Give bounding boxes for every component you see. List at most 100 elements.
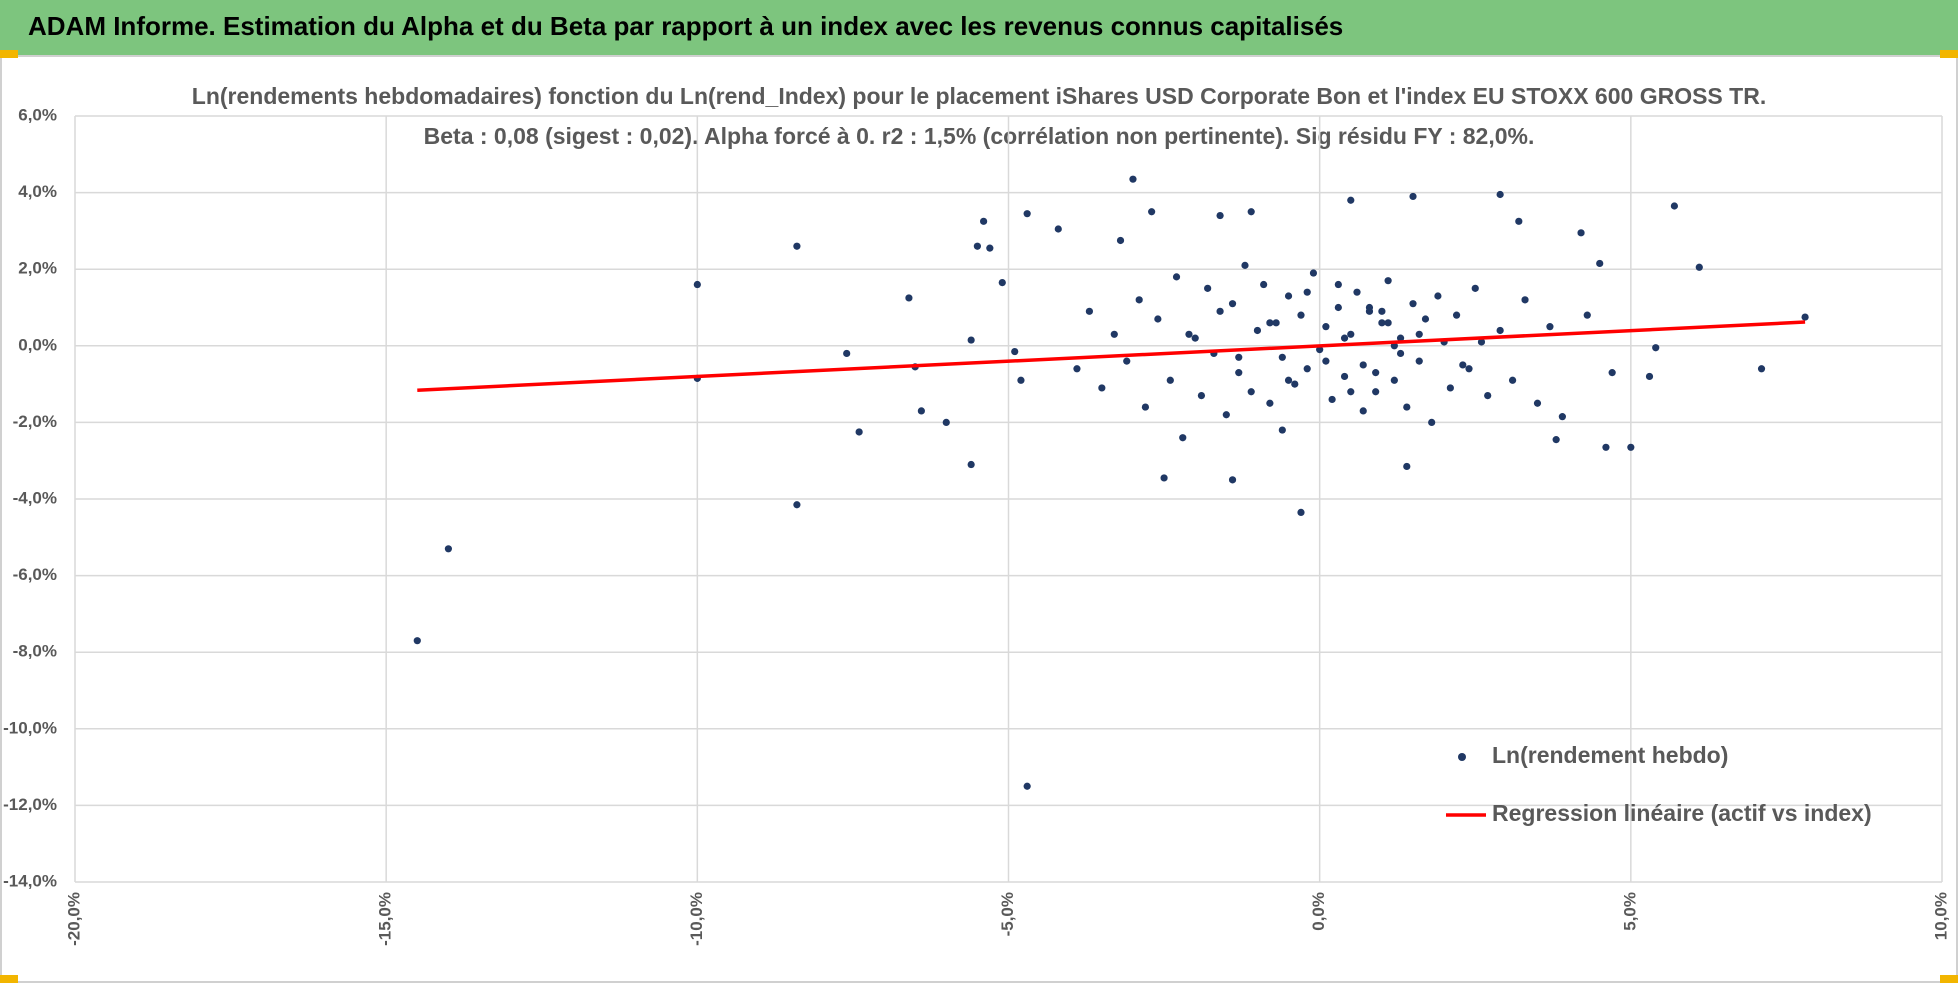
data-point <box>1303 288 1311 296</box>
data-point <box>1172 273 1181 281</box>
data-point <box>1477 338 1486 346</box>
data-point <box>942 418 950 426</box>
data-point <box>1222 411 1230 419</box>
data-point <box>1396 349 1405 358</box>
data-point <box>1023 782 1031 790</box>
x-tick-label: 5,0% <box>1620 892 1639 931</box>
data-point <box>1340 334 1349 342</box>
data-point <box>1533 399 1542 407</box>
corner-mark <box>1940 50 1958 58</box>
data-point <box>1297 311 1305 319</box>
data-point <box>1608 369 1616 377</box>
data-point <box>855 428 863 436</box>
data-point <box>967 336 975 344</box>
data-point <box>1558 413 1566 421</box>
x-tick-label: -5,0% <box>998 892 1017 936</box>
data-point <box>1247 208 1255 216</box>
data-point <box>1216 307 1224 315</box>
data-point <box>1359 361 1367 369</box>
data-point <box>1011 347 1019 356</box>
y-tick-label: 0,0% <box>18 335 57 354</box>
data-point <box>973 242 981 250</box>
data-point <box>1235 353 1243 361</box>
data-point <box>1328 395 1336 404</box>
data-point <box>1266 399 1274 407</box>
data-point <box>1303 365 1311 373</box>
data-point <box>843 349 851 358</box>
data-point <box>1228 300 1237 308</box>
data-point <box>1496 190 1504 199</box>
data-point <box>1378 319 1386 327</box>
data-point <box>1670 202 1678 210</box>
data-point <box>1446 384 1454 392</box>
data-point <box>1415 330 1423 338</box>
data-point <box>1334 303 1342 312</box>
x-tick-label: 10,0% <box>1931 892 1950 940</box>
data-point <box>1459 361 1467 369</box>
data-point <box>1148 208 1156 216</box>
data-point <box>1384 319 1392 327</box>
data-point <box>1023 210 1031 218</box>
data-point <box>1372 369 1380 377</box>
data-point <box>1390 376 1398 384</box>
data-point <box>1266 319 1274 327</box>
data-point <box>1316 346 1324 354</box>
y-tick-label: 4,0% <box>18 182 57 201</box>
chart-title: Ln(rendements hebdomadaires) fonction du… <box>192 83 1766 109</box>
data-point <box>1434 292 1442 300</box>
data-point <box>1508 376 1517 384</box>
data-point <box>1552 436 1560 444</box>
data-point <box>1403 462 1411 471</box>
data-point <box>1340 372 1349 381</box>
data-point <box>917 407 925 415</box>
y-tick-label: 6,0% <box>18 105 57 124</box>
data-point <box>1496 326 1504 335</box>
data-point <box>1098 384 1106 392</box>
data-point <box>1241 261 1249 269</box>
data-point <box>1384 277 1392 285</box>
data-point <box>1309 269 1318 277</box>
corner-mark <box>0 50 18 58</box>
corner-mark <box>1940 975 1958 983</box>
data-point <box>1757 365 1766 373</box>
y-tick-label: -12,0% <box>3 795 57 814</box>
data-point <box>1521 296 1529 304</box>
data-point <box>1471 284 1479 292</box>
data-point <box>1297 508 1305 517</box>
data-point <box>1141 403 1150 411</box>
y-tick-label: -8,0% <box>13 642 57 661</box>
data-point <box>1197 391 1206 400</box>
data-point <box>1278 353 1286 361</box>
data-point <box>1596 259 1604 268</box>
data-point <box>1154 315 1162 323</box>
x-tick-label: -10,0% <box>687 892 706 946</box>
data-point <box>986 244 994 252</box>
y-tick-label: 2,0% <box>18 259 57 278</box>
data-point <box>1515 217 1523 225</box>
data-point <box>1365 303 1374 312</box>
data-point <box>1428 418 1436 426</box>
data-point <box>1409 300 1417 308</box>
data-point <box>905 294 913 302</box>
data-point <box>1372 388 1380 396</box>
data-point <box>1801 313 1809 321</box>
data-point <box>1645 372 1654 381</box>
data-point <box>1546 323 1554 331</box>
data-point <box>1228 476 1237 484</box>
data-point <box>1627 443 1635 451</box>
y-tick-label: -2,0% <box>13 412 57 431</box>
data-point <box>1652 344 1660 352</box>
data-point <box>1272 319 1280 327</box>
data-point <box>1278 426 1286 434</box>
data-point <box>413 637 421 645</box>
x-tick-label: -15,0% <box>376 892 395 946</box>
header-title: ADAM Informe. Estimation du Alpha et du … <box>28 11 1343 41</box>
data-point <box>1110 330 1118 338</box>
y-tick-label: -14,0% <box>3 871 57 890</box>
data-point <box>1347 330 1355 338</box>
data-point <box>1054 225 1062 233</box>
data-point <box>1216 211 1224 220</box>
data-point <box>1465 365 1473 373</box>
x-tick-label: 0,0% <box>1309 892 1328 931</box>
